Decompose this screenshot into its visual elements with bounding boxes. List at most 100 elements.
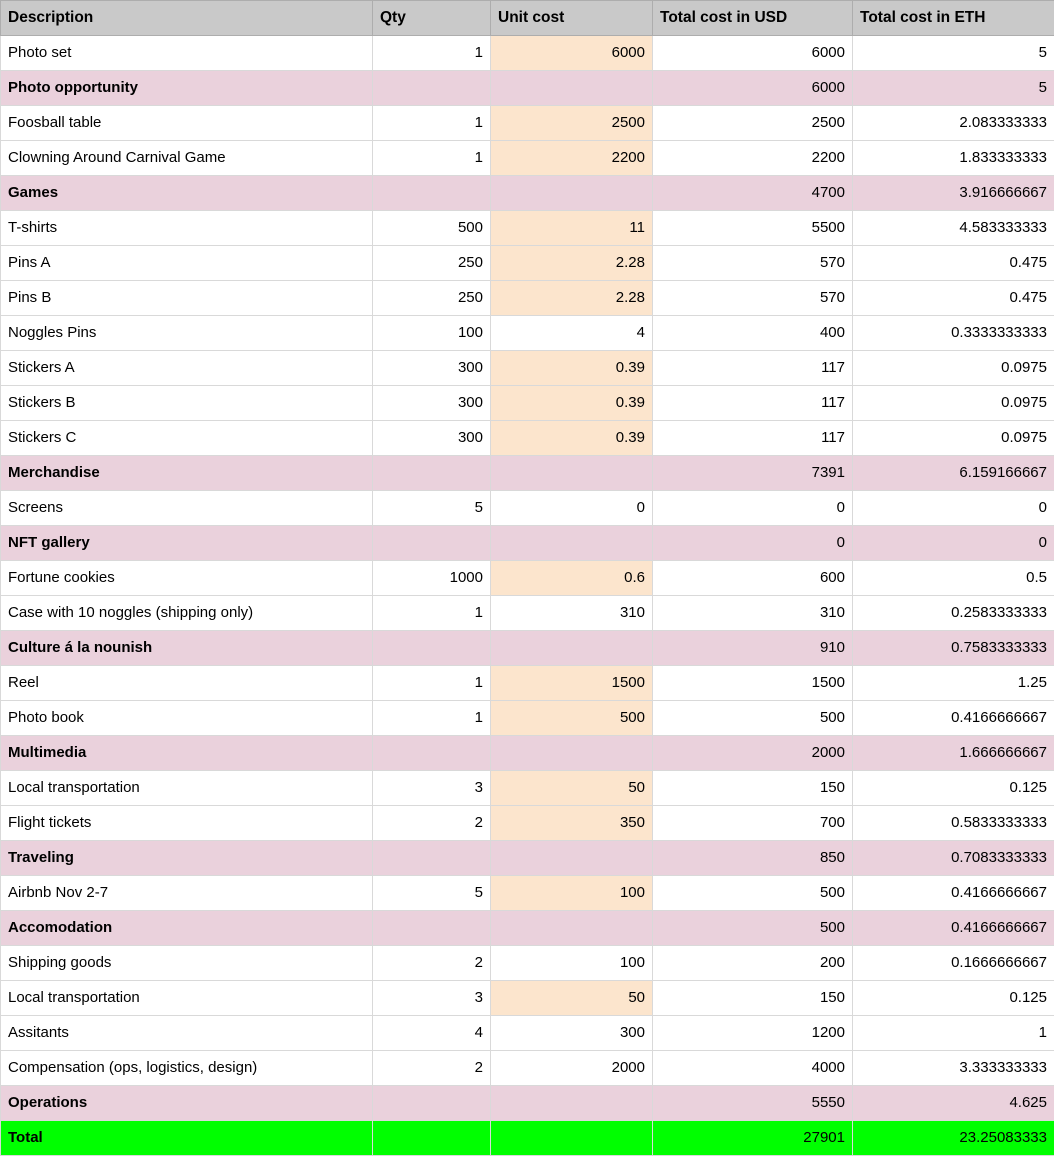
cell-total-usd[interactable]: 200 bbox=[653, 946, 853, 981]
cell-total-usd[interactable]: 910 bbox=[653, 631, 853, 666]
cell-total-eth[interactable]: 5 bbox=[853, 36, 1054, 71]
cell-total-usd[interactable]: 2200 bbox=[653, 141, 853, 176]
header-total-eth[interactable]: Total cost in ETH bbox=[853, 1, 1054, 36]
cell-unit-cost[interactable] bbox=[491, 176, 653, 211]
cell-total-usd[interactable]: 570 bbox=[653, 246, 853, 281]
cell-description[interactable]: Local transportation bbox=[1, 981, 373, 1016]
cell-total-usd[interactable]: 500 bbox=[653, 911, 853, 946]
cell-description[interactable]: NFT gallery bbox=[1, 526, 373, 561]
cell-unit-cost[interactable] bbox=[491, 911, 653, 946]
cell-description[interactable]: Local transportation bbox=[1, 771, 373, 806]
cell-total-eth[interactable]: 3.333333333 bbox=[853, 1051, 1054, 1086]
cell-total-usd[interactable]: 5550 bbox=[653, 1086, 853, 1121]
cell-description[interactable]: Accomodation bbox=[1, 911, 373, 946]
cell-description[interactable]: Stickers A bbox=[1, 351, 373, 386]
cell-description[interactable]: Flight tickets bbox=[1, 806, 373, 841]
cell-qty[interactable] bbox=[373, 841, 491, 876]
cell-description[interactable]: Stickers B bbox=[1, 386, 373, 421]
cell-total-eth[interactable]: 1.833333333 bbox=[853, 141, 1054, 176]
cell-unit-cost[interactable] bbox=[491, 71, 653, 106]
cell-description[interactable]: Operations bbox=[1, 1086, 373, 1121]
cell-description[interactable]: Clowning Around Carnival Game bbox=[1, 141, 373, 176]
cell-qty[interactable]: 300 bbox=[373, 351, 491, 386]
cell-description[interactable]: T-shirts bbox=[1, 211, 373, 246]
cell-total-usd[interactable]: 150 bbox=[653, 771, 853, 806]
cell-qty[interactable]: 250 bbox=[373, 281, 491, 316]
cell-total-eth[interactable]: 0.1666666667 bbox=[853, 946, 1054, 981]
cell-total-eth[interactable]: 3.916666667 bbox=[853, 176, 1054, 211]
cell-total-usd[interactable]: 0 bbox=[653, 526, 853, 561]
cell-total-eth[interactable]: 4.625 bbox=[853, 1086, 1054, 1121]
cell-description[interactable]: Fortune cookies bbox=[1, 561, 373, 596]
cell-qty[interactable] bbox=[373, 176, 491, 211]
cell-unit-cost[interactable]: 100 bbox=[491, 946, 653, 981]
cell-unit-cost[interactable]: 2.28 bbox=[491, 246, 653, 281]
cell-total-usd[interactable]: 5500 bbox=[653, 211, 853, 246]
cell-unit-cost[interactable]: 1500 bbox=[491, 666, 653, 701]
cell-unit-cost[interactable]: 300 bbox=[491, 1016, 653, 1051]
cell-qty[interactable] bbox=[373, 526, 491, 561]
cell-qty[interactable]: 1 bbox=[373, 701, 491, 736]
cell-unit-cost[interactable]: 0.6 bbox=[491, 561, 653, 596]
cell-description[interactable]: Case with 10 noggles (shipping only) bbox=[1, 596, 373, 631]
cell-qty[interactable] bbox=[373, 71, 491, 106]
cell-description[interactable]: Merchandise bbox=[1, 456, 373, 491]
cell-description[interactable]: Culture á la nounish bbox=[1, 631, 373, 666]
cell-qty[interactable] bbox=[373, 631, 491, 666]
cell-total-eth[interactable]: 0.3333333333 bbox=[853, 316, 1054, 351]
cell-description[interactable]: Foosball table bbox=[1, 106, 373, 141]
cell-description[interactable]: Screens bbox=[1, 491, 373, 526]
cell-total-usd[interactable]: 117 bbox=[653, 351, 853, 386]
cell-total-usd[interactable]: 700 bbox=[653, 806, 853, 841]
cell-unit-cost[interactable]: 100 bbox=[491, 876, 653, 911]
cell-qty[interactable]: 500 bbox=[373, 211, 491, 246]
cell-description[interactable]: Assitants bbox=[1, 1016, 373, 1051]
cell-qty[interactable]: 2 bbox=[373, 806, 491, 841]
cell-description[interactable]: Multimedia bbox=[1, 736, 373, 771]
cell-total-usd[interactable]: 0 bbox=[653, 491, 853, 526]
cell-qty[interactable]: 100 bbox=[373, 316, 491, 351]
cell-total-eth[interactable]: 0.475 bbox=[853, 246, 1054, 281]
cell-total-eth[interactable]: 5 bbox=[853, 71, 1054, 106]
cell-qty[interactable] bbox=[373, 1086, 491, 1121]
cell-total-eth[interactable]: 0.475 bbox=[853, 281, 1054, 316]
cell-unit-cost[interactable]: 0.39 bbox=[491, 386, 653, 421]
cell-total-eth[interactable]: 0.0975 bbox=[853, 421, 1054, 456]
cell-qty[interactable]: 3 bbox=[373, 981, 491, 1016]
cell-total-eth[interactable]: 0.4166666667 bbox=[853, 876, 1054, 911]
cell-unit-cost[interactable]: 50 bbox=[491, 981, 653, 1016]
cell-total-eth[interactable]: 0 bbox=[853, 526, 1054, 561]
cell-qty[interactable]: 4 bbox=[373, 1016, 491, 1051]
cell-description[interactable]: Compensation (ops, logistics, design) bbox=[1, 1051, 373, 1086]
cell-unit-cost[interactable]: 2500 bbox=[491, 106, 653, 141]
cell-total-eth[interactable]: 0.7083333333 bbox=[853, 841, 1054, 876]
cell-total-usd[interactable]: 850 bbox=[653, 841, 853, 876]
cell-total-eth[interactable]: 2.083333333 bbox=[853, 106, 1054, 141]
header-qty[interactable]: Qty bbox=[373, 1, 491, 36]
cell-total-eth[interactable]: 0.5833333333 bbox=[853, 806, 1054, 841]
cell-unit-cost[interactable] bbox=[491, 456, 653, 491]
cell-total-usd[interactable]: 500 bbox=[653, 701, 853, 736]
cell-qty[interactable]: 300 bbox=[373, 386, 491, 421]
cell-total-usd[interactable]: 6000 bbox=[653, 71, 853, 106]
cell-qty[interactable]: 2 bbox=[373, 1051, 491, 1086]
cell-qty[interactable]: 3 bbox=[373, 771, 491, 806]
cell-total-eth[interactable]: 1.666666667 bbox=[853, 736, 1054, 771]
cell-total-usd[interactable]: 500 bbox=[653, 876, 853, 911]
cell-total-usd[interactable]: 310 bbox=[653, 596, 853, 631]
cell-qty[interactable]: 5 bbox=[373, 491, 491, 526]
cell-qty[interactable]: 1 bbox=[373, 106, 491, 141]
cell-unit-cost[interactable]: 2000 bbox=[491, 1051, 653, 1086]
cell-unit-cost[interactable]: 0.39 bbox=[491, 421, 653, 456]
cell-unit-cost[interactable] bbox=[491, 736, 653, 771]
cell-description[interactable]: Games bbox=[1, 176, 373, 211]
cell-total-eth[interactable]: 0.0975 bbox=[853, 351, 1054, 386]
cell-qty[interactable]: 5 bbox=[373, 876, 491, 911]
cell-unit-cost[interactable]: 500 bbox=[491, 701, 653, 736]
cell-description[interactable]: Noggles Pins bbox=[1, 316, 373, 351]
cell-unit-cost[interactable] bbox=[491, 841, 653, 876]
cell-description[interactable]: Airbnb Nov 2-7 bbox=[1, 876, 373, 911]
cell-total-eth[interactable]: 0.125 bbox=[853, 771, 1054, 806]
cell-total-usd[interactable]: 6000 bbox=[653, 36, 853, 71]
cell-qty[interactable]: 250 bbox=[373, 246, 491, 281]
